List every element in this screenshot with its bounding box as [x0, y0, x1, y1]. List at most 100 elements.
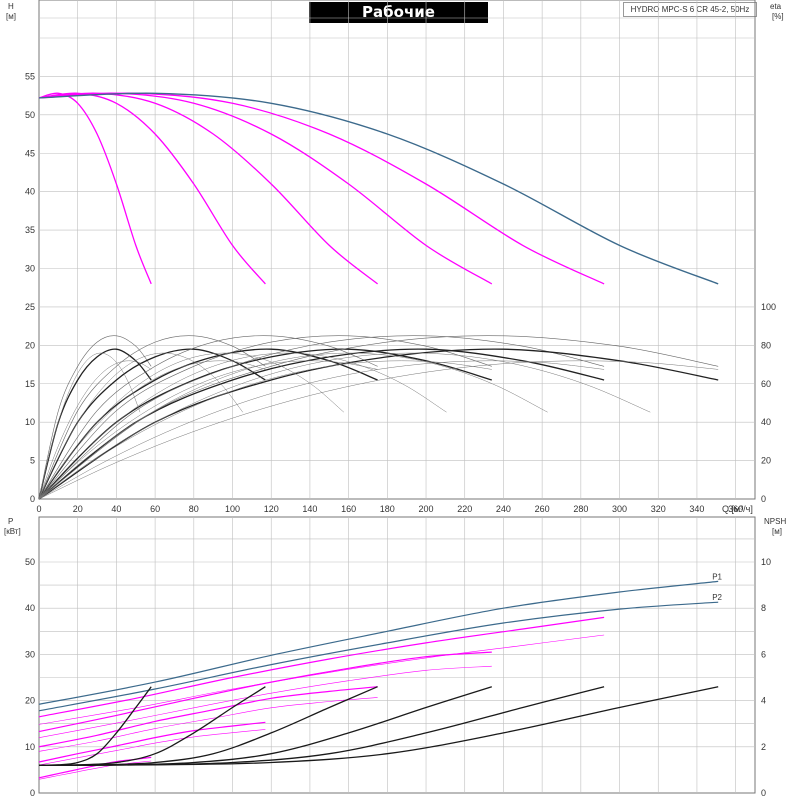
npsh-tick-label: 10 — [761, 557, 771, 567]
power-curve-p1 — [38, 580, 719, 705]
x-tick-label: 100 — [225, 504, 240, 514]
npsh-tick-label: 0 — [761, 788, 766, 798]
p-tick-label: 10 — [25, 742, 35, 752]
h-tick-label: 0 — [30, 494, 35, 504]
efficiency-companion-curve — [38, 335, 719, 500]
efficiency-fan-curve — [38, 352, 651, 500]
model-label: HYDRO MPC-S 6 CR 45-2, 50Hz — [623, 2, 757, 17]
efficiency-fan-curve — [38, 360, 605, 500]
efficiency-curve — [38, 348, 605, 500]
q-axis-label: Q [м³/ч] — [722, 504, 753, 514]
efficiency-fan-curve — [38, 352, 344, 500]
h-tick-label: 55 — [25, 71, 35, 81]
npsh-curve — [38, 686, 605, 766]
head-curve — [38, 92, 152, 285]
eta-tick-label: 100 — [761, 302, 776, 312]
x-tick-label: 360 — [728, 504, 743, 514]
x-tick-label: 320 — [651, 504, 666, 514]
p-tick-label: 40 — [25, 603, 35, 613]
efficiency-fan-curve — [38, 352, 447, 500]
efficiency-fan-curve — [38, 352, 141, 500]
p-tick-label: 0 — [30, 788, 35, 798]
x-tick-label: 220 — [457, 504, 472, 514]
p-tick-label: 20 — [25, 696, 35, 706]
efficiency-companion-curve — [38, 335, 605, 500]
npsh-curve — [38, 686, 719, 766]
power-companion-curve — [38, 665, 492, 738]
efficiency-fan-curve — [38, 360, 152, 500]
x-tick-label: 0 — [36, 504, 41, 514]
npsh-axis-label: NPSH — [764, 517, 786, 526]
head-curve — [38, 92, 379, 285]
power-curve — [38, 721, 266, 763]
efficiency-curve — [38, 348, 492, 500]
x-tick-label: 20 — [73, 504, 83, 514]
efficiency-fan-curve — [38, 352, 548, 500]
h-tick-label: 40 — [25, 187, 35, 197]
eta-axis-label: eta — [770, 2, 782, 11]
efficiency-fan-curve — [38, 360, 378, 500]
h-tick-label: 45 — [25, 148, 35, 158]
eta-tick-label: 0 — [761, 494, 766, 504]
p-axis-unit: [кВт] — [4, 527, 21, 536]
x-tick-label: 60 — [150, 504, 160, 514]
npsh-axis-unit: [м] — [772, 527, 782, 536]
head-curve — [38, 92, 493, 285]
eta-tick-label: 20 — [761, 456, 771, 466]
power-curve — [38, 651, 492, 733]
npsh-tick-label: 2 — [761, 742, 766, 752]
h-tick-label: 5 — [30, 456, 35, 466]
npsh-tick-label: 6 — [761, 649, 766, 659]
h-tick-label: 50 — [25, 110, 35, 120]
efficiency-companion-curve — [38, 335, 492, 500]
power-curve — [38, 686, 378, 748]
power-series-label: P2 — [712, 593, 722, 602]
x-tick-label: 340 — [689, 504, 704, 514]
x-tick-label: 240 — [496, 504, 511, 514]
p-axis-label: P — [8, 517, 13, 526]
x-tick-label: 120 — [264, 504, 279, 514]
h-tick-label: 35 — [25, 225, 35, 235]
head-curve — [38, 92, 605, 285]
power-companion-curve — [38, 760, 152, 780]
top-plot-frame — [38, 0, 756, 500]
h-tick-label: 20 — [25, 340, 35, 350]
eta-tick-label: 80 — [761, 340, 771, 350]
x-tick-label: 280 — [573, 504, 588, 514]
efficiency-companion-curve — [38, 335, 378, 500]
h-axis-label: H — [8, 2, 14, 11]
h-tick-label: 15 — [25, 379, 35, 389]
power-curve-p2 — [38, 601, 719, 712]
bottom-plot-frame — [38, 516, 756, 794]
h-tick-label: 30 — [25, 264, 35, 274]
eta-axis-unit: [%] — [772, 12, 784, 21]
efficiency-fan-curve — [38, 360, 492, 500]
h-tick-label: 10 — [25, 417, 35, 427]
npsh-tick-label: 4 — [761, 696, 766, 706]
efficiency-fan-curve — [38, 360, 719, 500]
power-companion-curve — [38, 729, 266, 766]
head-curve — [38, 92, 719, 285]
h-tick-label: 25 — [25, 302, 35, 312]
power-curve — [38, 756, 152, 779]
power-companion-curve — [38, 697, 378, 752]
eta-tick-label: 60 — [761, 379, 771, 389]
efficiency-companion-curve — [38, 335, 152, 500]
x-tick-label: 200 — [419, 504, 434, 514]
efficiency-fan-curve — [38, 352, 243, 500]
efficiency-companion-curve — [38, 335, 266, 500]
power-series-label: P1 — [712, 572, 722, 581]
h-axis-unit: [м] — [6, 12, 16, 21]
x-tick-label: 180 — [380, 504, 395, 514]
x-tick-label: 40 — [111, 504, 121, 514]
efficiency-curve — [38, 348, 719, 500]
x-tick-label: 140 — [302, 504, 317, 514]
x-tick-label: 80 — [189, 504, 199, 514]
eta-tick-label: 40 — [761, 417, 771, 427]
npsh-tick-label: 8 — [761, 603, 766, 613]
x-tick-label: 300 — [612, 504, 627, 514]
p-tick-label: 30 — [25, 649, 35, 659]
power-curve — [38, 616, 605, 718]
efficiency-fan-curve — [38, 360, 266, 500]
